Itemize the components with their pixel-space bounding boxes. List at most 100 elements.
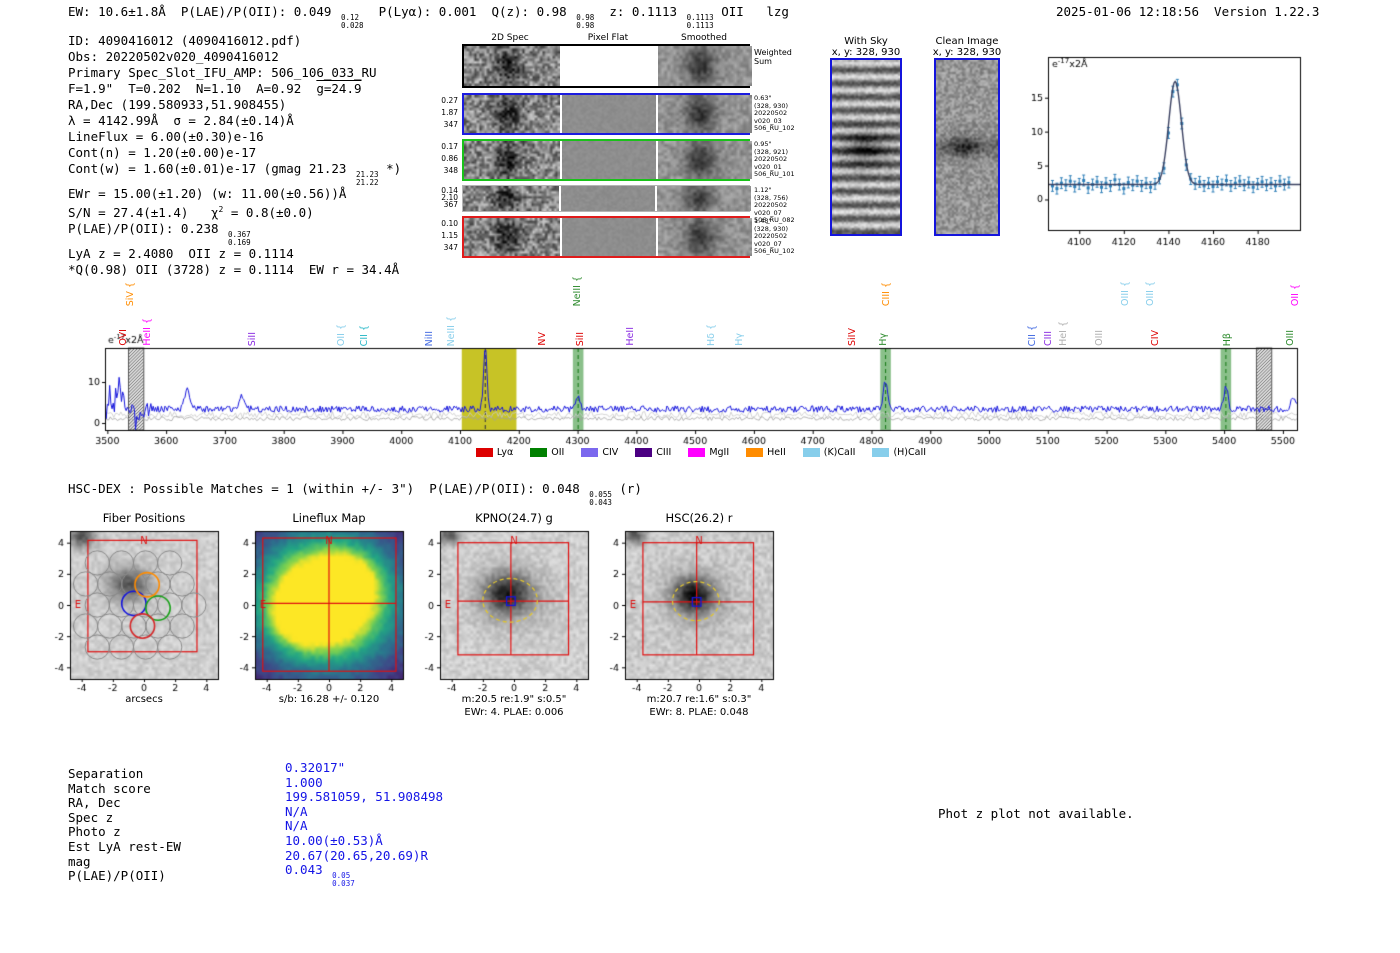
spec2d-row-left-stats: 0.14 2.10 367 (441, 186, 458, 209)
spec2d-row-left-stats: 0.27 1.87 347 (441, 96, 458, 129)
legend-swatch (530, 448, 548, 457)
cutout-caption: arcsecs (125, 694, 163, 705)
spec2d-image (464, 46, 560, 86)
metadata-line: λ = 4142.99Å σ = 2.84(±0.14)Å (68, 113, 294, 128)
cutout-caption: m:20.7 re:1.6" s:0.3" EWr: 8. PLAE: 0.048 (646, 694, 752, 718)
spectral-line-label: OIII { (1145, 281, 1157, 306)
legend-item: OII (530, 447, 564, 458)
legend-item: MgII (688, 447, 729, 458)
header-summary-line: EW: 10.6±1.8Å P(LAE)/P(OII): 0.049 0.12 0… (68, 4, 789, 30)
spec2d-image (464, 218, 560, 256)
spec2d-col-header-pixelflat: Pixel Flat (587, 33, 629, 43)
detection-metadata-block: ID: 4090416012 (4090416012.pdf) Obs: 2022… (68, 33, 401, 278)
spectral-line-label: OIII (1284, 330, 1296, 346)
cutout-title-fiber-positions: Fiber Positions (102, 511, 186, 525)
match-table-value: 1.000 (285, 774, 323, 790)
match-table-label: Photo z (68, 824, 121, 840)
spectral-line-label: SiII (247, 331, 259, 346)
spectral-line-label: HeII { (142, 318, 154, 346)
match-table-value: 10.00(±0.53)Å (285, 832, 383, 848)
pixel-flat-image (561, 186, 655, 211)
spectral-line-label: SiII (574, 331, 586, 346)
legend-swatch (746, 448, 764, 457)
metadata-line: S/N = 27.4(±1.4) χ2 = 0.8(±0.0) (68, 205, 314, 221)
spectral-line-label: SiV { (125, 281, 137, 306)
metadata-line: Obs: 20220502v020_4090416012 (68, 49, 279, 64)
spec2d-image (464, 95, 560, 133)
spectral-line-label: NV (536, 332, 548, 346)
spectral-line-label: CII { (358, 324, 370, 346)
clean-image-header: Clean Image x, y: 328, 930 (921, 36, 1013, 58)
smoothed-image (658, 218, 752, 256)
match-table-label: Est LyA rest-EW (68, 838, 181, 854)
pixel-flat-image (562, 218, 656, 256)
match-table-value: 20.67(20.65,20.69)R (285, 847, 428, 863)
legend-item: (K)CaII (802, 447, 855, 458)
spec2d-row (462, 185, 751, 212)
pixel-flat-image (562, 141, 656, 179)
metadata-line: LyA z = 2.4080 OII z = 0.1114 (68, 246, 294, 262)
metadata-line: Primary Spec_Slot_IFU_AMP: 506_106_033_R… (68, 65, 377, 80)
legend-label: (H)CaII (893, 447, 927, 458)
match-table-row: Est LyA rest-EW 10.00(±0.53)Å (68, 833, 443, 855)
metadata-line: F=1.9" T=0.202 N=1.10 A=0.92 g=24.9 (68, 81, 362, 96)
metadata-line: EWr = 15.00(±1.20) (w: 11.00(±0.56))Å (68, 186, 347, 201)
match-table-label: RA, Dec (68, 795, 121, 811)
metadata-line: ID: 4090416012 (4090416012.pdf) (68, 33, 302, 48)
spec2d-row-right-info: 1.43" (328, 930) 20220502 v020_07 506_RU_102 (754, 217, 795, 255)
spec2d-row (462, 216, 752, 258)
with-sky-coords: x, y: 328, 930 (831, 47, 901, 58)
spec2d-row-right-info: 0.63" (328, 930) 20220502 v020_03 506_RU_102 (754, 94, 795, 132)
spec2d-row (462, 93, 752, 135)
spectral-line-label: HeII (625, 327, 637, 346)
spectral-line-label: SiIV (846, 328, 858, 346)
clean-image-title: Clean Image (935, 36, 999, 47)
match-table-row: Photo z N/A (68, 819, 443, 840)
match-table-value: 0.32017" (285, 760, 346, 775)
legend-label: MgII (709, 447, 730, 458)
spec2d-row-right-info: 1.12" (328, 756) 20220502 v020_07 506_RU_082 (754, 186, 795, 224)
legend-item: CIII (635, 447, 671, 458)
legend-label: CIV (602, 447, 619, 458)
spectral-line-label: NiII (424, 330, 436, 346)
match-table-value: 0.043 0.05 0.037 (285, 862, 355, 888)
legend-swatch (802, 448, 820, 457)
metadata-line: LineFlux = 6.00(±0.30)e-16 (68, 129, 264, 144)
legend-label: Lyα (496, 447, 514, 458)
metadata-line: RA,Dec (199.580933,51.908455) (68, 97, 287, 112)
legend-swatch (581, 448, 599, 457)
legend-swatch (872, 448, 890, 457)
legend-swatch (475, 448, 493, 457)
smoothed-image (658, 95, 752, 133)
clean-image (934, 58, 1000, 236)
cutout-panel-fiber-positions (36, 529, 224, 701)
legend-item: CIV (581, 447, 618, 458)
match-table-label: Spec z (68, 809, 114, 825)
spec2d-row (462, 139, 752, 181)
match-table-value: N/A (285, 818, 308, 834)
cutout-caption: m:20.5 re:1.9" s:0.5" EWr: 4. PLAE: 0.006 (461, 694, 567, 718)
with-sky-header: With Sky x, y: 328, 930 (820, 36, 912, 58)
photz-unavailable-note: Phot z plot not available. (938, 806, 1134, 821)
spec2d-row-left-stats: 0.10 1.15 347 (441, 219, 458, 252)
spectral-line-label: NeIII { (446, 315, 458, 346)
legend-item: Lyα (475, 447, 514, 458)
cutout-panel-lineflux-map (221, 529, 409, 701)
cutout-title-kpno-g: KPNO(24.7) g (475, 511, 553, 525)
hsc-match-header: HSC-DEX : Possible Matches = 1 (within +… (68, 481, 642, 507)
match-table-row: P(LAE)/P(OII) 0.043 0.05 0.037 (68, 862, 443, 893)
spectral-line-label: OIII { (1119, 281, 1131, 306)
match-table-label: Separation (68, 766, 144, 781)
match-table-row: RA, Dec 199.581059, 51.908498 (68, 790, 443, 811)
spectral-line-label: HeI { (1057, 321, 1069, 346)
spectral-line-label: OVI (117, 329, 129, 346)
match-table-value: 199.581059, 51.908498 (285, 789, 444, 805)
cutout-title-hsc-r: HSC(26.2) r (665, 511, 733, 525)
legend-label: HeII (767, 447, 786, 458)
spectral-line-label: Hδ { (705, 323, 717, 346)
spec2d-col-header-2dspec: 2D Spec (491, 33, 529, 43)
cutout-title-lineflux-map: Lineflux Map (292, 511, 366, 525)
legend-label: OII (551, 447, 565, 458)
spectral-line-label: OII { (1290, 283, 1302, 306)
